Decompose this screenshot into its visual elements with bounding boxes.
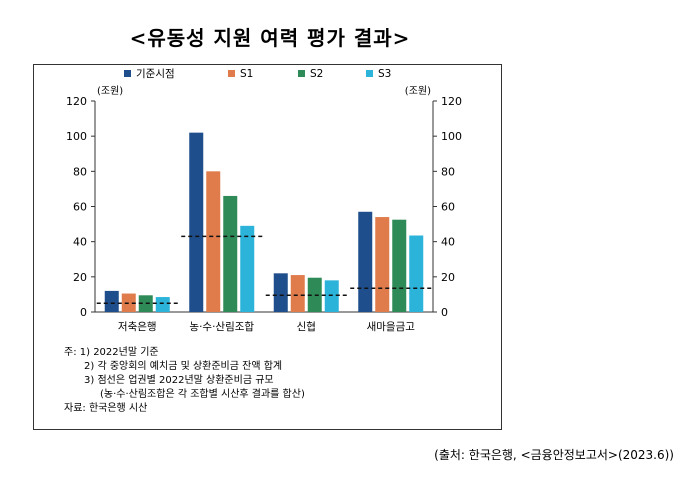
bar: [104, 290, 119, 312]
y-tick-label-right: 0: [441, 306, 448, 319]
bar: [273, 273, 288, 312]
y-tick-label-left: 40: [73, 236, 87, 249]
legend-swatch: [298, 70, 305, 77]
bar: [358, 211, 373, 312]
chart-title: <유동성 지원 여력 평가 결과>: [129, 26, 411, 50]
legend-swatch: [366, 70, 373, 77]
footnote-2: 2) 각 중앙회의 예치금 및 상환준비금 잔액 합계: [84, 361, 283, 372]
bar: [155, 297, 170, 312]
y-tick-label-left: 80: [73, 165, 87, 178]
x-tick-label: 저축은행: [118, 321, 157, 333]
bar: [240, 225, 255, 312]
y-unit-label-left: (조원): [97, 85, 123, 97]
bar: [223, 195, 238, 312]
y-tick-label-right: 120: [441, 95, 462, 108]
y-tick-label-left: 100: [66, 130, 87, 143]
legend-label: S1: [240, 68, 253, 80]
y-unit-label-right: (조원): [405, 85, 431, 97]
bar: [206, 171, 221, 312]
y-tick-label-left: 0: [80, 306, 87, 319]
bar: [392, 219, 407, 312]
y-tick-label-right: 80: [441, 165, 455, 178]
bar: [324, 280, 339, 312]
footnotes: 주: 1) 2022년말 기준 2) 각 중앙회의 예치금 및 상환준비금 잔액…: [64, 346, 305, 416]
y-tick-label-right: 60: [441, 201, 455, 214]
x-tick-label: 농·수·산림조합: [189, 321, 254, 333]
y-tick-label-right: 40: [441, 236, 455, 249]
bar: [189, 132, 204, 312]
y-tick-label-right: 20: [441, 271, 455, 284]
y-tick-label-left: 20: [73, 271, 87, 284]
chart-frame: [33, 64, 502, 430]
bar: [375, 217, 390, 312]
x-tick-label: 신협: [297, 320, 316, 333]
bar: [409, 235, 424, 312]
legend-label: S2: [310, 68, 323, 80]
legend-label: S3: [378, 68, 391, 80]
source-caption: (출처: 한국은행, <금융안정보고서>(2023.6)): [434, 448, 674, 462]
footnote-3: 3) 점선은 업권별 2022년말 상환준비금 규모: [84, 375, 274, 386]
footnote-1: 주: 1) 2022년말 기준: [64, 347, 159, 358]
y-tick-label-left: 120: [66, 95, 87, 108]
data-source-note: 자료: 한국은행 시산: [64, 403, 148, 414]
y-tick-label-right: 100: [441, 130, 462, 143]
x-tick-label: 새마을금고: [367, 321, 416, 333]
legend-swatch: [124, 70, 131, 77]
bar: [290, 275, 305, 312]
y-tick-label-left: 60: [73, 201, 87, 214]
legend-label: 기준시점: [136, 68, 175, 80]
footnote-4: (농·수·산림조합은 각 조합별 시산후 결과를 합산): [100, 389, 305, 400]
legend-swatch: [228, 70, 235, 77]
